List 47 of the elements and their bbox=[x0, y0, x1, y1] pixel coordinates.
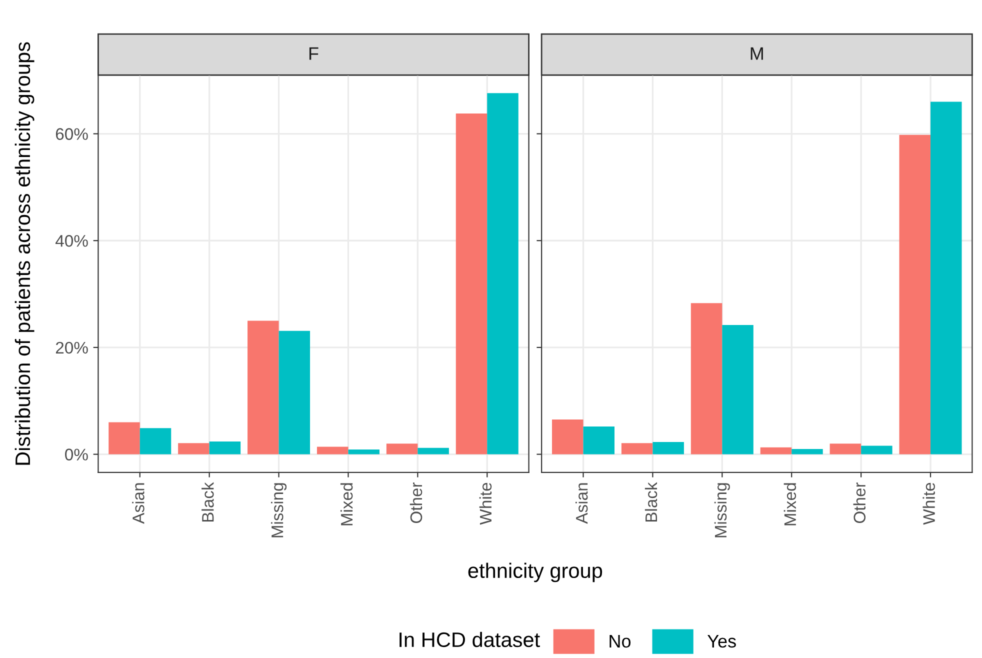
bar bbox=[108, 422, 140, 454]
chart-title: M bbox=[750, 47, 763, 60]
y-tick-label: 20% bbox=[56, 342, 88, 354]
bar bbox=[418, 448, 449, 454]
bar bbox=[552, 420, 584, 454]
x-tick-label: White bbox=[922, 482, 935, 525]
legend-label: No bbox=[610, 635, 631, 648]
bar bbox=[456, 113, 488, 454]
bar bbox=[722, 325, 754, 454]
x-tick-label: Mixed bbox=[784, 483, 796, 526]
bar bbox=[487, 93, 518, 454]
x-tick-label: Black bbox=[644, 482, 658, 522]
x-tick-label: Other bbox=[410, 482, 422, 524]
x-axis-title: ethnicity group bbox=[468, 562, 602, 582]
bar bbox=[278, 330, 310, 454]
bar bbox=[861, 446, 892, 454]
legend-label: Yes bbox=[708, 635, 736, 648]
bar bbox=[583, 426, 614, 454]
y-axis-title: Distribution of patients across ethnicity groups bbox=[14, 42, 34, 465]
x-tick-label: Mixed bbox=[340, 483, 353, 526]
y-tick-label: 40% bbox=[56, 235, 88, 247]
x-tick-label: Other bbox=[853, 482, 866, 524]
bar bbox=[386, 444, 418, 454]
legend-title: In HCD dataset bbox=[400, 632, 540, 648]
bar bbox=[930, 102, 962, 454]
bar bbox=[178, 443, 210, 454]
x-tick-label: Missing bbox=[714, 483, 730, 538]
x-tick-label: Asian bbox=[575, 483, 588, 524]
bar bbox=[899, 134, 931, 454]
bar bbox=[140, 428, 172, 454]
bar bbox=[348, 449, 380, 454]
x-tick-label: Asian bbox=[132, 483, 144, 524]
bar bbox=[652, 442, 684, 454]
bar bbox=[830, 444, 862, 454]
bar bbox=[690, 303, 722, 454]
chart-title: F bbox=[309, 47, 318, 60]
y-tick-label: 0% bbox=[65, 448, 88, 460]
bar bbox=[209, 441, 241, 454]
bar bbox=[621, 443, 653, 454]
x-tick-label: Black bbox=[202, 482, 214, 522]
bar bbox=[760, 447, 792, 454]
bar bbox=[248, 320, 279, 454]
y-tick-label: 60% bbox=[56, 128, 88, 140]
x-tick-label: Missing bbox=[271, 483, 287, 538]
bar bbox=[316, 446, 348, 454]
bar bbox=[792, 448, 823, 454]
x-tick-label: White bbox=[479, 482, 492, 525]
